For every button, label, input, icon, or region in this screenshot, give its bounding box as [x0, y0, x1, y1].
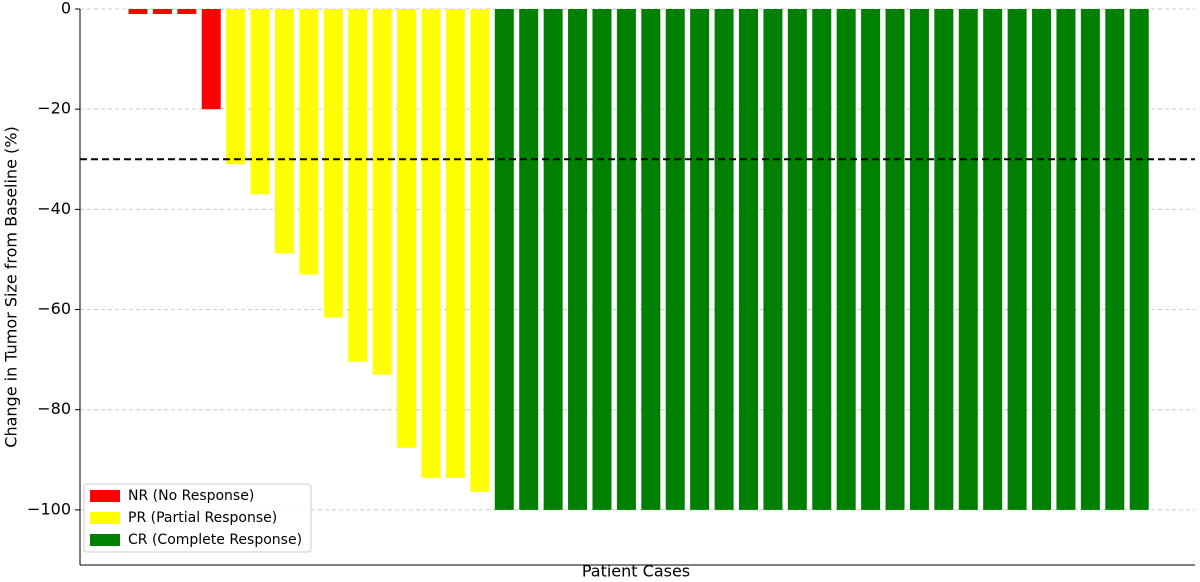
legend-swatch [90, 512, 120, 524]
bar [885, 9, 905, 510]
bar [323, 9, 343, 318]
bar [421, 9, 441, 478]
bar [836, 9, 856, 510]
legend-label: PR (Partial Response) [128, 510, 277, 526]
bar [1032, 9, 1052, 510]
y-tick-label: −80 [37, 399, 71, 418]
bar [738, 9, 758, 510]
bar [616, 9, 636, 510]
bar [763, 9, 783, 510]
bar [958, 9, 978, 510]
bar [275, 9, 295, 254]
bar [787, 9, 807, 510]
bar [397, 9, 417, 448]
bar [690, 9, 710, 510]
bar [714, 9, 734, 510]
y-tick-label: −100 [27, 499, 71, 518]
bar [934, 9, 954, 510]
y-tick-label: −40 [37, 199, 71, 218]
y-tick-label: −60 [37, 299, 71, 318]
legend: NR (No Response) PR (Partial Response) CR … [83, 483, 312, 553]
legend-swatch [90, 490, 120, 502]
bar [983, 9, 1003, 510]
bar [568, 9, 588, 510]
bar [1105, 9, 1125, 510]
bar [201, 9, 221, 110]
bar [348, 9, 368, 362]
legend-label: NR (No Response) [128, 488, 254, 504]
bar [909, 9, 929, 510]
legend-label: CR (Complete Response) [128, 532, 302, 548]
bar [470, 9, 490, 492]
bar [1007, 9, 1027, 510]
y-tick-label: −20 [37, 99, 71, 118]
bar [128, 9, 148, 15]
bar [665, 9, 685, 510]
legend-box [83, 483, 312, 553]
bar [519, 9, 539, 510]
bar [1080, 9, 1100, 510]
bar [1056, 9, 1076, 510]
bar [861, 9, 881, 510]
bar [177, 9, 197, 15]
bar [494, 9, 514, 510]
bar [372, 9, 392, 375]
bar [152, 9, 172, 15]
bar [543, 9, 563, 510]
bar [812, 9, 832, 510]
bar [1129, 9, 1149, 510]
bar [445, 9, 465, 478]
bar [250, 9, 270, 195]
bar [641, 9, 661, 510]
bar [299, 9, 319, 275]
bar [592, 9, 612, 510]
y-axis-label: Change in Tumor Size from Baseline (%) [2, 126, 21, 447]
bar [226, 9, 246, 165]
legend-swatch [90, 534, 120, 546]
y-tick-label: 0 [61, 0, 71, 18]
x-axis-label: Patient Cases [582, 562, 690, 581]
